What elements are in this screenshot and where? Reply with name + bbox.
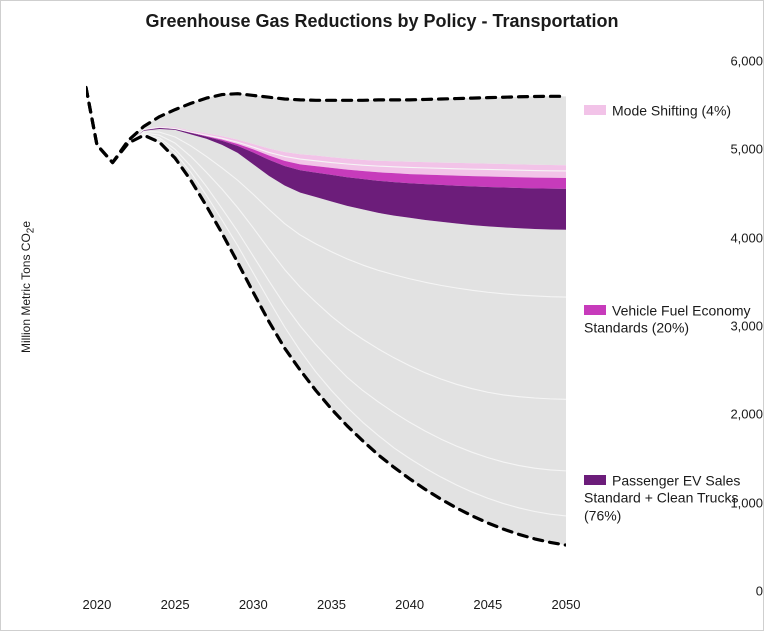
legend-swatch bbox=[584, 475, 606, 485]
legend-swatch bbox=[584, 105, 606, 115]
chart-frame: Greenhouse Gas Reductions by Policy - Tr… bbox=[0, 0, 764, 631]
legend-item: Mode Shifting (4%) bbox=[584, 101, 754, 118]
legend-item: Passenger EV Sales Standard + Clean Truc… bbox=[584, 471, 754, 523]
legend-item: Vehicle Fuel Economy Standards (20%) bbox=[584, 301, 754, 336]
legend-swatch bbox=[584, 305, 606, 315]
legend-label: Vehicle Fuel Economy Standards (20%) bbox=[584, 302, 751, 335]
legend-label: Mode Shifting (4%) bbox=[612, 102, 731, 118]
legend-label: Passenger EV Sales Standard + Clean Truc… bbox=[584, 472, 740, 523]
